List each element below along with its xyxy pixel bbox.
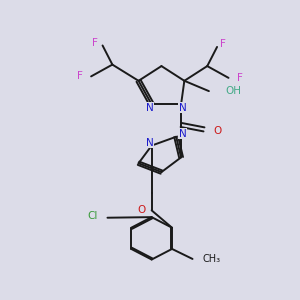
Text: N: N [179, 103, 187, 113]
Text: N: N [146, 103, 154, 113]
Text: F: F [92, 38, 98, 47]
Text: F: F [77, 71, 83, 81]
Text: CH₃: CH₃ [202, 254, 220, 264]
Text: OH: OH [225, 86, 241, 96]
Text: O: O [138, 206, 146, 215]
Text: F: F [237, 73, 243, 83]
Text: N: N [146, 138, 154, 148]
Text: N: N [179, 129, 187, 139]
Text: F: F [220, 39, 226, 49]
Text: O: O [213, 126, 221, 136]
Text: Cl: Cl [87, 211, 98, 221]
